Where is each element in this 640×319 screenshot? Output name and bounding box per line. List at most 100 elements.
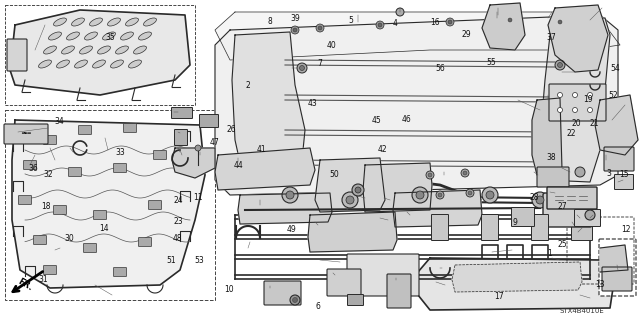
Circle shape (195, 145, 201, 151)
Text: 45: 45 (371, 116, 381, 125)
Ellipse shape (38, 60, 51, 68)
Circle shape (557, 108, 563, 113)
Text: 25: 25 (557, 241, 567, 249)
Ellipse shape (72, 18, 84, 26)
Polygon shape (215, 148, 315, 190)
Text: STX4B4010E: STX4B4010E (560, 308, 605, 314)
Circle shape (558, 20, 562, 24)
Text: 8: 8 (268, 17, 273, 26)
Ellipse shape (90, 18, 102, 26)
FancyBboxPatch shape (531, 214, 548, 241)
Text: 47: 47 (209, 138, 220, 147)
FancyBboxPatch shape (481, 214, 499, 241)
Circle shape (461, 169, 469, 177)
Text: 4: 4 (393, 19, 398, 28)
FancyBboxPatch shape (604, 147, 634, 171)
Circle shape (448, 20, 452, 24)
FancyBboxPatch shape (19, 196, 31, 204)
Circle shape (506, 16, 514, 24)
FancyBboxPatch shape (537, 167, 569, 187)
Circle shape (573, 108, 577, 113)
Text: 24: 24 (173, 196, 183, 205)
Circle shape (355, 187, 361, 193)
Text: 42: 42 (378, 145, 388, 154)
Ellipse shape (143, 18, 156, 26)
Bar (5, 110, 215, 300)
Text: 44: 44 (233, 161, 243, 170)
Text: 54: 54 (611, 64, 621, 73)
Circle shape (318, 26, 322, 30)
Polygon shape (482, 3, 525, 50)
Text: 14: 14 (99, 224, 109, 233)
FancyBboxPatch shape (83, 243, 97, 253)
Polygon shape (232, 32, 305, 185)
Text: 21: 21 (589, 119, 598, 128)
Polygon shape (532, 98, 562, 178)
FancyBboxPatch shape (347, 254, 419, 296)
Circle shape (585, 210, 595, 220)
FancyBboxPatch shape (602, 267, 632, 291)
Ellipse shape (129, 60, 141, 68)
Circle shape (486, 191, 494, 199)
Ellipse shape (134, 46, 147, 54)
Circle shape (588, 93, 593, 98)
Text: 53: 53 (195, 256, 205, 265)
Ellipse shape (116, 46, 129, 54)
Text: 31: 31 (38, 275, 49, 284)
FancyBboxPatch shape (387, 274, 411, 308)
Ellipse shape (56, 60, 70, 68)
Circle shape (555, 60, 565, 70)
Circle shape (376, 21, 384, 29)
FancyBboxPatch shape (264, 281, 301, 305)
FancyBboxPatch shape (431, 214, 449, 241)
FancyBboxPatch shape (44, 136, 56, 145)
Circle shape (466, 189, 474, 197)
Text: 19: 19 (582, 95, 593, 104)
FancyBboxPatch shape (200, 115, 218, 128)
Circle shape (316, 24, 324, 32)
FancyBboxPatch shape (575, 210, 600, 226)
FancyBboxPatch shape (327, 269, 361, 296)
Circle shape (556, 18, 564, 26)
Circle shape (293, 28, 297, 32)
Text: ═══: ═══ (21, 131, 31, 137)
Text: 51: 51 (166, 256, 177, 265)
Polygon shape (12, 120, 205, 288)
Circle shape (573, 93, 577, 98)
Polygon shape (418, 258, 615, 310)
Polygon shape (600, 245, 628, 272)
Text: 27: 27 (557, 202, 567, 211)
Circle shape (282, 187, 298, 203)
Polygon shape (363, 163, 432, 212)
FancyBboxPatch shape (138, 238, 152, 247)
FancyBboxPatch shape (7, 39, 27, 71)
Text: 11: 11 (194, 193, 203, 202)
Polygon shape (595, 95, 638, 155)
Circle shape (292, 298, 298, 302)
Text: 16: 16 (430, 19, 440, 27)
Text: 20: 20 (571, 119, 581, 128)
FancyBboxPatch shape (511, 207, 534, 226)
FancyBboxPatch shape (148, 201, 161, 210)
Circle shape (446, 18, 454, 26)
Ellipse shape (67, 32, 79, 40)
FancyBboxPatch shape (124, 123, 136, 132)
Text: 33: 33 (115, 148, 125, 157)
Text: 1: 1 (547, 249, 552, 258)
Text: 26: 26 (227, 125, 237, 134)
Circle shape (290, 295, 300, 305)
Text: 13: 13 (595, 280, 605, 289)
Text: 52: 52 (608, 91, 618, 100)
FancyBboxPatch shape (543, 193, 592, 227)
Circle shape (482, 187, 498, 203)
Circle shape (286, 191, 294, 199)
Circle shape (416, 191, 424, 199)
FancyBboxPatch shape (19, 125, 31, 135)
Circle shape (575, 167, 585, 177)
Text: 50: 50 (329, 170, 339, 179)
Circle shape (536, 196, 544, 204)
Ellipse shape (79, 46, 92, 54)
Text: 55: 55 (486, 58, 497, 67)
Circle shape (532, 192, 548, 208)
FancyBboxPatch shape (348, 294, 364, 306)
